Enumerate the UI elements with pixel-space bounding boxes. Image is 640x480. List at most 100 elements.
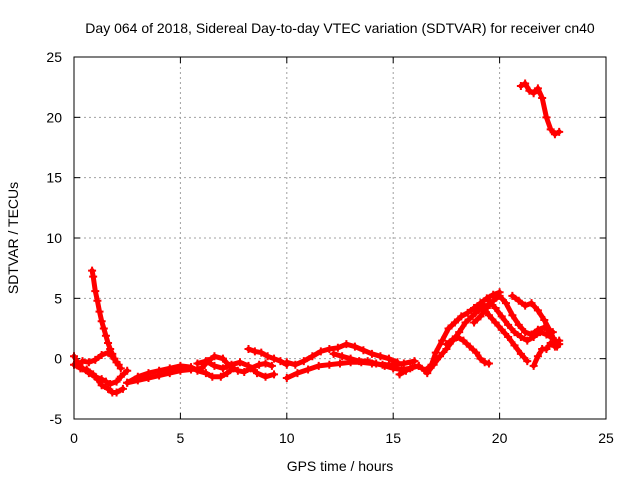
series-trace bbox=[480, 303, 530, 364]
data-point bbox=[270, 354, 279, 363]
data-point bbox=[521, 328, 530, 337]
data-point bbox=[104, 384, 113, 393]
data-point bbox=[240, 367, 249, 376]
data-point bbox=[399, 359, 408, 368]
data-point bbox=[291, 360, 300, 369]
data-point bbox=[316, 347, 325, 356]
data-point bbox=[255, 360, 264, 369]
data-point bbox=[123, 366, 132, 375]
data-point bbox=[521, 301, 530, 310]
x-tick-label: 0 bbox=[70, 430, 78, 446]
data-point bbox=[201, 357, 210, 366]
data-point bbox=[444, 324, 453, 333]
data-point bbox=[235, 358, 244, 367]
data-point bbox=[546, 338, 555, 347]
data-point bbox=[244, 361, 253, 370]
data-point bbox=[546, 125, 555, 134]
y-tick-label: 20 bbox=[46, 109, 62, 125]
data-point bbox=[393, 358, 402, 367]
x-tick-label: 25 bbox=[598, 430, 614, 446]
data-point bbox=[84, 358, 93, 367]
data-point bbox=[533, 352, 542, 361]
x-tick-label: 5 bbox=[177, 430, 185, 446]
data-point bbox=[299, 357, 308, 366]
data-point bbox=[523, 336, 532, 345]
series-arc-10 bbox=[282, 340, 402, 369]
data-point bbox=[346, 354, 355, 363]
data-point bbox=[363, 357, 372, 366]
data-point bbox=[414, 361, 423, 370]
data-point bbox=[504, 332, 513, 341]
y-tick-label: -5 bbox=[50, 411, 63, 427]
data-point bbox=[336, 359, 344, 368]
data-point bbox=[359, 346, 368, 355]
data-point bbox=[97, 351, 106, 360]
data-point bbox=[282, 358, 291, 367]
data-point bbox=[293, 369, 302, 378]
data-point bbox=[227, 360, 236, 369]
data-point bbox=[484, 359, 493, 368]
x-tick-label: 15 bbox=[385, 430, 401, 446]
data-point bbox=[438, 336, 447, 345]
data-point bbox=[470, 303, 479, 312]
data-point bbox=[263, 352, 272, 361]
data-point bbox=[442, 340, 451, 349]
data-point bbox=[538, 94, 547, 103]
data-point bbox=[389, 364, 398, 373]
data-point bbox=[508, 291, 517, 300]
data-point bbox=[478, 301, 487, 310]
data-point bbox=[527, 299, 536, 308]
data-point bbox=[155, 366, 164, 375]
data-point bbox=[282, 373, 291, 382]
y-tick-labels: -5 0 5 10 15 20 25 bbox=[46, 49, 62, 427]
data-point bbox=[429, 360, 438, 369]
data-point bbox=[555, 336, 564, 345]
data-point bbox=[384, 354, 393, 363]
data-point bbox=[216, 372, 225, 381]
data-point bbox=[89, 370, 98, 379]
data-point bbox=[350, 342, 359, 351]
data-point bbox=[529, 332, 538, 341]
data-point bbox=[95, 307, 104, 316]
data-point bbox=[476, 354, 485, 363]
x-tick-label: 20 bbox=[492, 430, 508, 446]
x-tick-labels: 0 5 10 15 20 25 bbox=[70, 430, 614, 446]
data-point bbox=[491, 303, 500, 312]
data-point bbox=[112, 377, 121, 386]
data-point bbox=[99, 324, 108, 333]
data-point bbox=[514, 296, 523, 305]
data-point bbox=[372, 359, 381, 368]
data-point bbox=[514, 320, 523, 329]
data-point bbox=[533, 306, 542, 315]
data-point bbox=[165, 364, 174, 373]
data-point bbox=[101, 377, 110, 386]
data-point bbox=[453, 332, 462, 341]
data-point bbox=[329, 349, 338, 358]
data-point bbox=[467, 312, 476, 321]
data-point bbox=[76, 364, 85, 373]
data-point bbox=[550, 342, 559, 351]
series-trace bbox=[194, 358, 277, 380]
data-point bbox=[144, 369, 153, 378]
data-point bbox=[484, 296, 493, 305]
data-point bbox=[497, 325, 506, 334]
data-point bbox=[495, 291, 504, 300]
data-point bbox=[380, 361, 389, 370]
data-point bbox=[491, 318, 500, 327]
data-point bbox=[516, 349, 525, 358]
data-point bbox=[408, 363, 417, 372]
data-point bbox=[325, 345, 334, 354]
data-point bbox=[112, 388, 121, 397]
data-point bbox=[250, 347, 259, 356]
data-point bbox=[253, 369, 262, 378]
data-point bbox=[325, 360, 334, 369]
data-point bbox=[123, 378, 132, 387]
data-point bbox=[342, 340, 351, 349]
data-point bbox=[218, 364, 227, 373]
data-point bbox=[521, 79, 530, 88]
data-point bbox=[93, 375, 102, 384]
data-point bbox=[355, 357, 364, 366]
x-tick-label: 10 bbox=[279, 430, 295, 446]
data-point bbox=[510, 328, 519, 337]
data-point bbox=[106, 345, 115, 354]
